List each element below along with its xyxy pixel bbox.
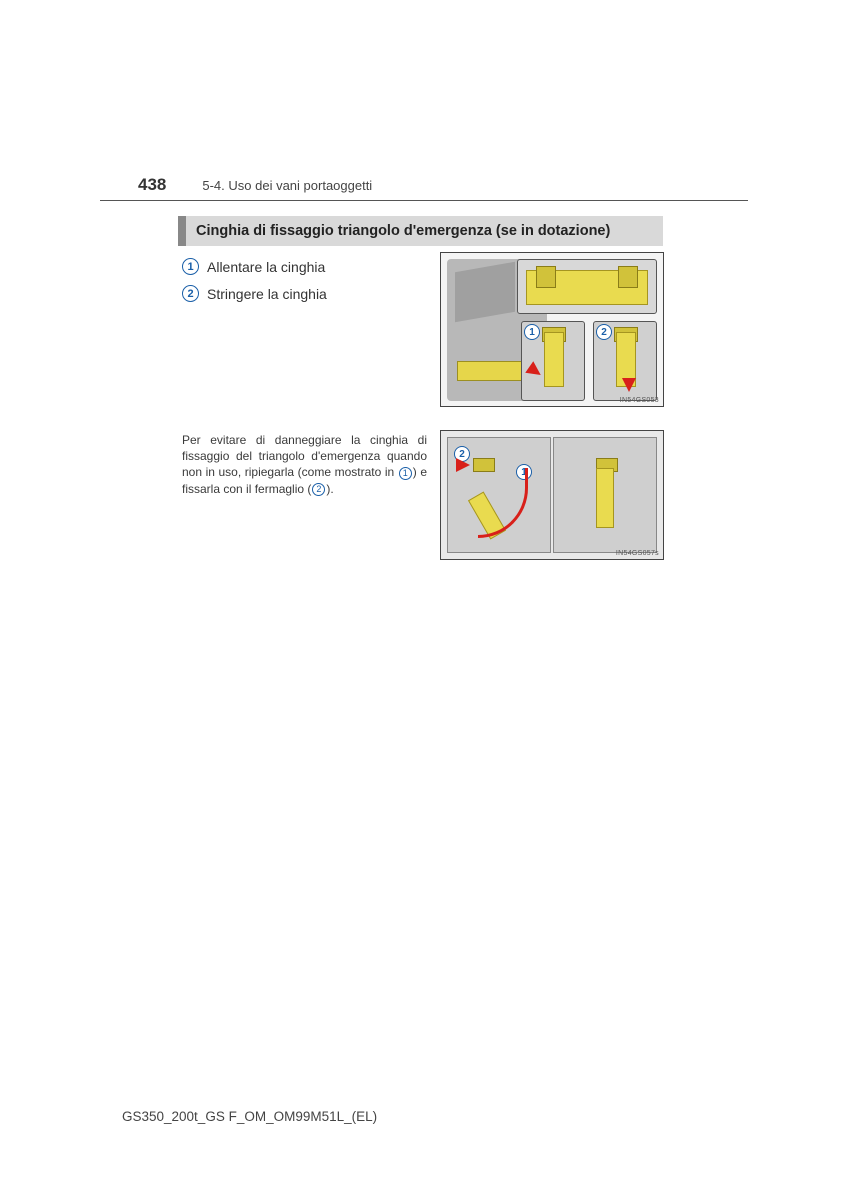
note-text-c: ). (326, 482, 333, 496)
section-title-bar: Cinghia di fissaggio triangolo d'emergen… (178, 216, 663, 246)
title-accent (178, 216, 186, 246)
note-text-a: Per evitare di danneggiare la cinghia di… (182, 433, 427, 479)
strap-icon (596, 468, 614, 528)
manual-page: 438 5-4. Uso dei vani portaoggetti Cingh… (0, 0, 848, 1200)
section-title: Cinghia di fissaggio triangolo d'emergen… (196, 223, 610, 239)
step-label-2: Stringere la cinghia (207, 286, 327, 302)
note-paragraph: Per evitare di danneggiare la cinghia di… (182, 432, 427, 497)
instruction-list: 1 Allentare la cinghia 2 Stringere la ci… (182, 258, 327, 312)
inline-badge-2: 2 (312, 483, 325, 496)
arrow-red-icon (525, 361, 544, 380)
detail-panel-1: 1 (521, 321, 585, 401)
detail-top (517, 259, 657, 314)
detail-panel-2: 2 (593, 321, 657, 401)
figure-2: 2 1 IN54GS057s (440, 430, 664, 560)
inline-badge-1: 1 (399, 467, 412, 480)
page-header: 438 5-4. Uso dei vani portaoggetti (138, 175, 748, 195)
clip-icon (618, 266, 638, 288)
figure-code: IN54GS053 (620, 397, 659, 404)
list-item: 1 Allentare la cinghia (182, 258, 327, 275)
list-item: 2 Stringere la cinghia (182, 285, 327, 302)
page-number: 438 (138, 175, 166, 195)
section-label: 5-4. Uso dei vani portaoggetti (202, 178, 372, 193)
figure-code: IN54GS057s (616, 550, 659, 557)
header-rule (100, 200, 748, 201)
clip-icon (536, 266, 556, 288)
arrow-red-icon (456, 458, 470, 472)
fold-arc-icon (478, 468, 528, 538)
detail-panel-right (553, 437, 657, 553)
arrow-red-icon (622, 378, 636, 392)
figure-1: 1 2 IN54GS053 (440, 252, 664, 407)
step-label-1: Allentare la cinghia (207, 259, 325, 275)
detail-panel-left: 2 1 (447, 437, 551, 553)
footer-code: GS350_200t_GS F_OM_OM99M51L_(EL) (122, 1109, 377, 1124)
step-badge-2: 2 (182, 285, 199, 302)
callout-badge-1: 1 (524, 324, 540, 340)
callout-badge-2: 2 (596, 324, 612, 340)
step-badge-1: 1 (182, 258, 199, 275)
strap-icon (544, 332, 564, 387)
